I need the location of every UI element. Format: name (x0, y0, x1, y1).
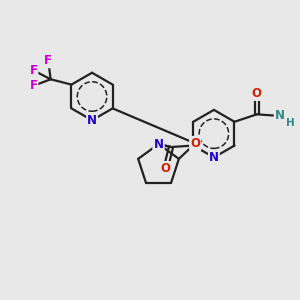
Text: O: O (190, 137, 200, 150)
Text: N: N (87, 114, 97, 127)
Text: F: F (29, 64, 38, 77)
Text: O: O (161, 162, 171, 175)
Text: O: O (252, 87, 262, 100)
Text: F: F (29, 79, 38, 92)
Text: H: H (286, 118, 295, 128)
Text: F: F (44, 54, 52, 67)
Text: N: N (154, 138, 164, 151)
Text: N: N (209, 151, 219, 164)
Text: O: O (190, 137, 200, 150)
Text: N: N (154, 138, 164, 151)
Text: N: N (275, 109, 285, 122)
